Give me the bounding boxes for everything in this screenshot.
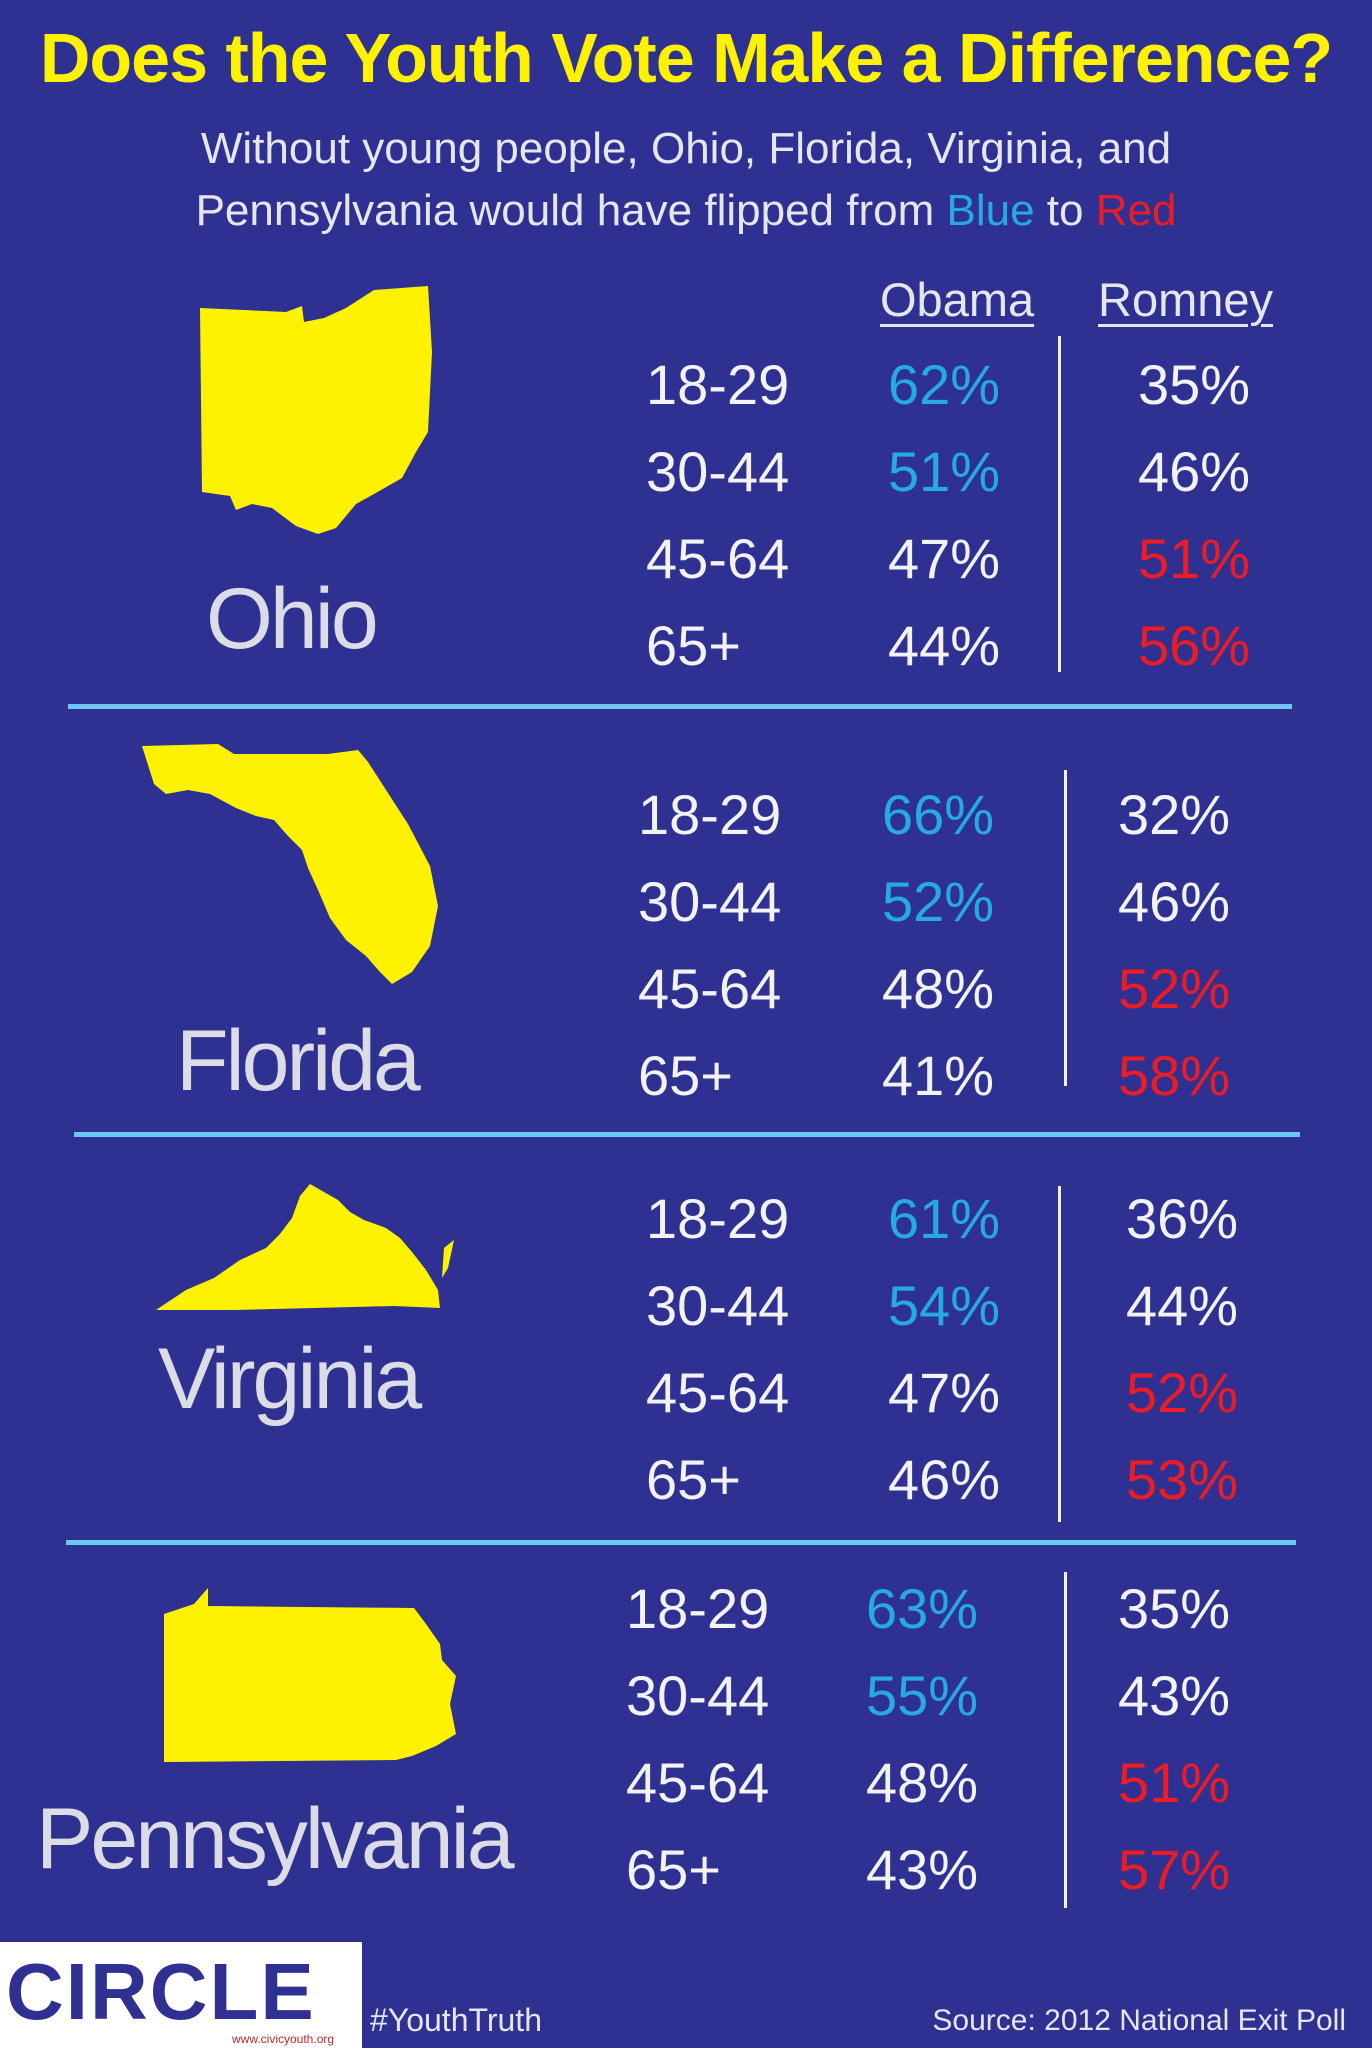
virginia-obama-value: 61%	[888, 1187, 1001, 1250]
section-divider	[74, 1132, 1300, 1137]
virginia-romney-value: 52%	[1126, 1361, 1239, 1424]
circle-logo: CIRCLE www.civicyouth.org	[0, 1942, 362, 2048]
florida-obama-value: 48%	[882, 957, 995, 1020]
virginia-age-group: 30-44	[646, 1274, 790, 1337]
pennsylvania-age-group: 30-44	[626, 1664, 770, 1727]
section-divider	[66, 1540, 1296, 1545]
ohio-obama-value: 47%	[888, 527, 1001, 590]
subtitle-red-word: Red	[1095, 186, 1177, 235]
virginia-romney-value: 53%	[1126, 1448, 1239, 1511]
virginia-age-group: 45-64	[646, 1361, 790, 1424]
pennsylvania-romney-value: 43%	[1118, 1664, 1231, 1727]
subtitle-line-1: Without young people, Ohio, Florida, Vir…	[200, 124, 1172, 173]
subtitle-prefix: Pennsylvania would have flipped from	[195, 186, 947, 235]
pennsylvania-romney-value: 35%	[1118, 1577, 1231, 1640]
state-name-virginia: Virginia	[158, 1331, 422, 1427]
florida-age-group: 18-29	[638, 783, 782, 846]
florida-romney-value: 52%	[1118, 957, 1231, 1020]
florida-obama-value: 41%	[882, 1044, 995, 1107]
subtitle-blue-word: Blue	[946, 186, 1035, 235]
pennsylvania-obama-value: 63%	[866, 1577, 979, 1640]
state-name-florida: Florida	[176, 1013, 421, 1109]
hashtag: #YouthTruth	[370, 2002, 542, 2038]
page-title: Does the Youth Vote Make a Difference?	[39, 19, 1333, 97]
florida-age-group: 45-64	[638, 957, 782, 1020]
section-divider	[68, 704, 1292, 709]
subtitle: Without young people, Ohio, Florida, Vir…	[40, 118, 1332, 242]
ohio-shape-icon	[200, 286, 432, 534]
ohio-age-group: 30-44	[646, 440, 790, 503]
pennsylvania-age-group: 65+	[626, 1838, 721, 1901]
subtitle-middle: to	[1034, 186, 1096, 235]
ohio-obama-value: 44%	[888, 614, 1001, 677]
state-name-ohio: Ohio	[206, 571, 379, 667]
florida-column-divider	[1064, 770, 1067, 1086]
pennsylvania-shape-icon	[164, 1588, 456, 1762]
logo-text: CIRCLE	[6, 1947, 316, 2036]
column-header-obama: Obama	[880, 273, 1035, 326]
florida-romney-value: 58%	[1118, 1044, 1231, 1107]
virginia-age-group: 18-29	[646, 1187, 790, 1250]
florida-romney-value: 46%	[1118, 870, 1231, 933]
pennsylvania-romney-value: 57%	[1118, 1838, 1231, 1901]
ohio-romney-value: 51%	[1138, 527, 1251, 590]
pennsylvania-obama-value: 43%	[866, 1838, 979, 1901]
virginia-obama-value: 47%	[888, 1361, 1001, 1424]
ohio-obama-value: 62%	[888, 353, 1001, 416]
virginia-romney-value: 36%	[1126, 1187, 1239, 1250]
logo-url: www.civicyouth.org	[232, 2032, 335, 2046]
state-name-pennsylvania: Pennsylvania	[36, 1791, 515, 1887]
ohio-age-group: 45-64	[646, 527, 790, 590]
ohio-romney-value: 46%	[1138, 440, 1251, 503]
ohio-romney-value: 56%	[1138, 614, 1251, 677]
virginia-column-divider	[1058, 1186, 1061, 1522]
pennsylvania-obama-value: 48%	[866, 1751, 979, 1814]
pennsylvania-column-divider	[1064, 1572, 1067, 1908]
florida-obama-value: 66%	[882, 783, 995, 846]
florida-shape-icon	[142, 744, 438, 984]
ohio-romney-value: 35%	[1138, 353, 1251, 416]
florida-age-group: 30-44	[638, 870, 782, 933]
pennsylvania-obama-value: 55%	[866, 1664, 979, 1727]
virginia-obama-value: 54%	[888, 1274, 1001, 1337]
pennsylvania-romney-value: 51%	[1118, 1751, 1231, 1814]
virginia-shape-icon	[156, 1184, 454, 1310]
pennsylvania-age-group: 45-64	[626, 1751, 770, 1814]
virginia-age-group: 65+	[646, 1448, 741, 1511]
ohio-age-group: 18-29	[646, 353, 790, 416]
ohio-age-group: 65+	[646, 614, 741, 677]
florida-age-group: 65+	[638, 1044, 733, 1107]
virginia-romney-value: 44%	[1126, 1274, 1239, 1337]
ohio-column-divider	[1058, 336, 1061, 672]
florida-obama-value: 52%	[882, 870, 995, 933]
pennsylvania-age-group: 18-29	[626, 1577, 770, 1640]
column-header-romney: Romney	[1098, 273, 1274, 326]
ohio-obama-value: 51%	[888, 440, 1001, 503]
source-note: Source: 2012 National Exit Poll	[932, 2004, 1346, 2037]
virginia-obama-value: 46%	[888, 1448, 1001, 1511]
subtitle-line-2: Pennsylvania would have flipped from Blu…	[40, 180, 1332, 242]
florida-romney-value: 32%	[1118, 783, 1231, 846]
